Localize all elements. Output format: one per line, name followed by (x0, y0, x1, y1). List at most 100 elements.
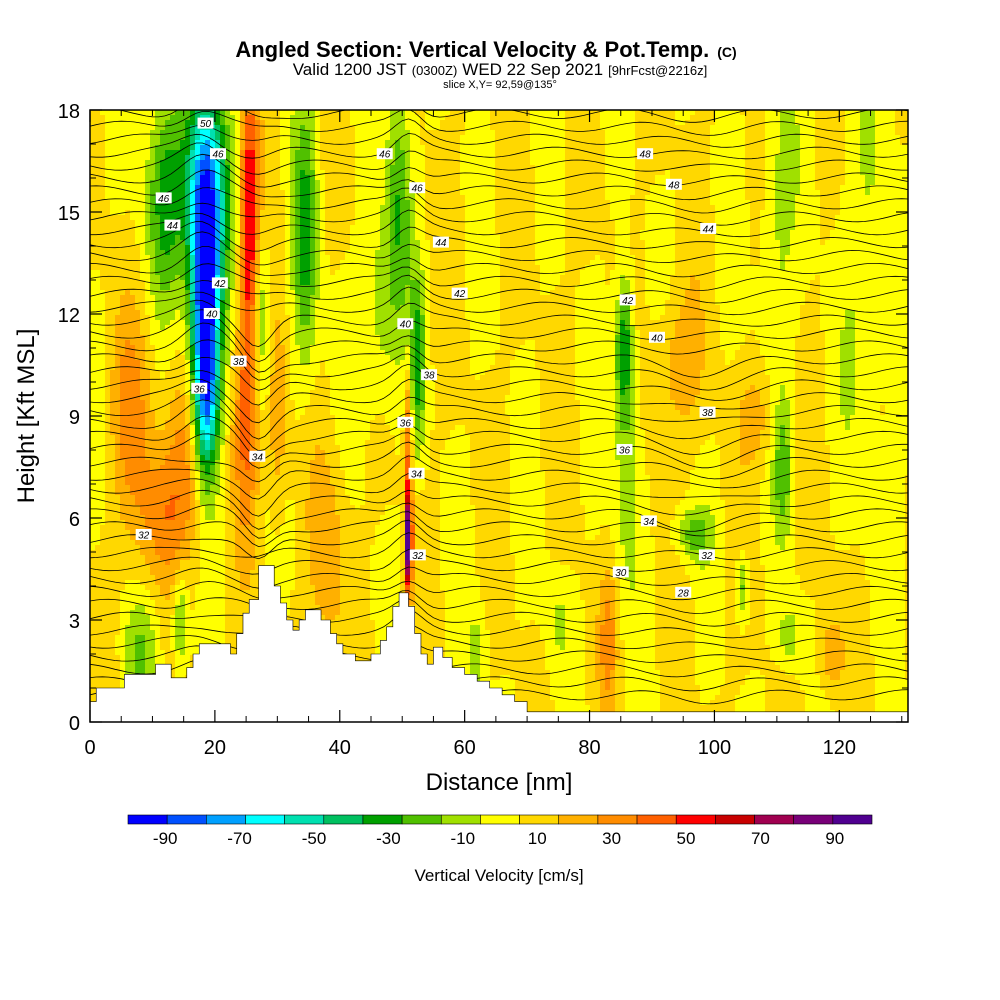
contour-label: 48 (668, 180, 680, 191)
contour-label-box (451, 287, 468, 299)
contour-label: 40 (400, 320, 412, 331)
y-axis-label: Height [Kft MSL] (13, 329, 40, 504)
contour-label-box (164, 219, 181, 231)
velocity-field (90, 110, 908, 722)
contour-label-box (408, 467, 425, 479)
contour-label-box (665, 178, 682, 190)
contour-label-box (616, 444, 633, 455)
contour-label: 44 (435, 238, 447, 249)
contour-label: 48 (640, 150, 652, 161)
contour-label: 40 (651, 333, 663, 344)
contour-label: 46 (158, 194, 170, 205)
contour-label-box (637, 148, 654, 160)
contour-label-box (409, 549, 426, 561)
colorbar-label: -90 (153, 829, 178, 848)
colorbar-segment (832, 814, 873, 825)
contour-label: 38 (702, 408, 714, 419)
colorbar-segment (362, 814, 403, 825)
contour-label-box (619, 294, 636, 306)
contour-label-box (249, 450, 266, 462)
contour-label: 32 (412, 551, 424, 562)
x-tick-label: 60 (454, 737, 476, 759)
contour-label-box (211, 277, 228, 289)
contour-label-box (155, 192, 172, 204)
chart-subtitle: Valid 1200 JST (0300Z) WED 22 Sep 2021 [9hr… (293, 60, 708, 79)
x-tick-label: 80 (578, 737, 600, 759)
colorbar-label: 30 (602, 829, 621, 848)
contour-label: 46 (212, 150, 224, 161)
contour-label-box (409, 182, 426, 194)
contour-label-box (230, 355, 247, 367)
contour-label: 36 (400, 418, 412, 429)
colorbar-segment (480, 814, 520, 825)
colorbar-segment (206, 814, 246, 825)
x-tick-label: 120 (823, 737, 856, 759)
y-tick-label: 9 (69, 407, 80, 429)
colorbar-segment (675, 814, 716, 825)
chart-slice-info: slice X,Y= 92,59@135° (443, 79, 557, 91)
chart-title-suffix: (C) (717, 44, 736, 60)
contour-label: 32 (701, 551, 713, 562)
contour-label: 34 (252, 452, 264, 463)
contour-label-box (197, 117, 214, 129)
contour-label-box (397, 416, 414, 428)
x-axis-label: Distance [nm] (426, 769, 573, 796)
colorbar-segment (793, 814, 834, 825)
x-tick-label: 0 (84, 737, 95, 759)
contour-label: 36 (619, 446, 631, 457)
x-tick-label: 20 (204, 737, 226, 759)
colorbar-segment (401, 814, 442, 825)
contour-label-box (397, 318, 414, 330)
colorbar: -90 -70 -50 -30 -10 10 30 50 70 90 (127, 814, 873, 848)
colorbar-segment (440, 814, 481, 825)
contour-label: 42 (622, 296, 634, 307)
contour-label: 46 (379, 150, 391, 161)
contour-label-box (700, 223, 717, 234)
y-tick-label: 3 (69, 611, 80, 633)
contour-label-box (432, 236, 449, 248)
colorbar-label: 50 (677, 829, 696, 848)
colorbar-segment (519, 814, 560, 825)
contour-label: 42 (214, 279, 226, 290)
contour-label-box (191, 382, 208, 394)
colorbar-segment (245, 814, 285, 825)
x-tick-label: 100 (698, 737, 731, 759)
colorbar-label: -30 (376, 829, 401, 848)
colorbar-segment (715, 814, 755, 825)
contour-label: 44 (167, 221, 179, 232)
y-tick-label: 0 (69, 713, 80, 735)
contour-label: 38 (424, 371, 436, 382)
contour-label-box (648, 331, 665, 343)
theta-contours (90, 110, 908, 705)
y-tick-label: 12 (58, 305, 80, 327)
colorbar-segment (597, 814, 638, 825)
contour-label-box (699, 406, 716, 418)
contour-label: 28 (677, 588, 690, 599)
contour-label: 34 (643, 517, 655, 528)
colorbar-segment (636, 814, 677, 825)
colorbar-segment (127, 814, 168, 825)
colorbar-segment (284, 814, 325, 825)
colorbar-label: -50 (302, 829, 327, 848)
colorbar-label: -70 (227, 829, 252, 848)
contour-label-box (203, 308, 220, 319)
contour-label: 50 (200, 119, 212, 130)
colorbar-segment (323, 814, 364, 825)
colorbar-label: -10 (451, 829, 476, 848)
colorbar-label: 70 (751, 829, 770, 848)
contour-label: 36 (194, 384, 206, 395)
y-tick-label: 15 (58, 203, 80, 225)
contour-label: 38 (233, 357, 245, 368)
colorbar-segment (754, 814, 794, 825)
contour-label-box (675, 586, 692, 598)
colorbar-label: 10 (528, 829, 547, 848)
contour-label: 40 (206, 310, 218, 321)
contour-label-box (698, 549, 715, 561)
contour-label: 30 (615, 568, 627, 579)
contour-label: 42 (454, 289, 466, 300)
colorbar-label: 90 (825, 829, 844, 848)
x-tick-label: 40 (329, 737, 351, 759)
colorbar-segment (558, 814, 599, 825)
